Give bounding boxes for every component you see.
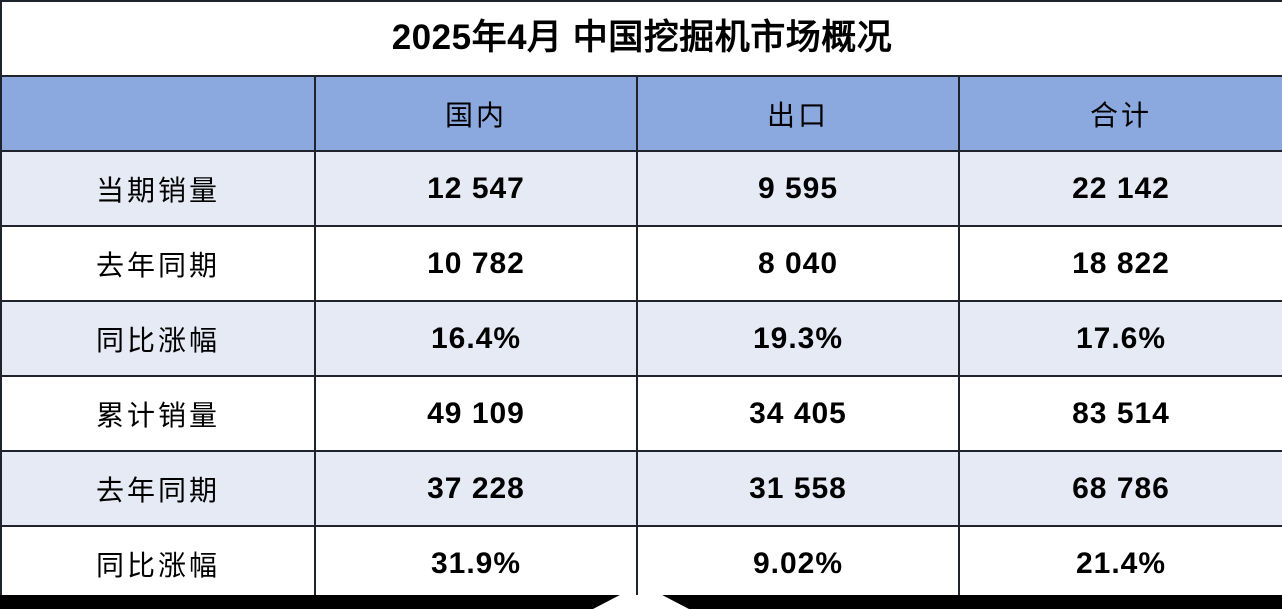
table-row: 同比涨幅 16.4% 19.3% 17.6%	[0, 300, 1282, 377]
cell-cumulative-sales-total: 83 514	[958, 375, 1282, 452]
cell-current-sales-export: 9 595	[636, 150, 960, 227]
cell-cumulative-last-year-total: 68 786	[958, 450, 1282, 527]
cell-current-sales-total: 22 142	[958, 150, 1282, 227]
column-header-domestic: 国内	[314, 75, 638, 152]
table-row: 同比涨幅 31.9% 9.02% 21.4%	[0, 525, 1282, 602]
row-label-yoy-growth: 同比涨幅	[0, 300, 316, 377]
column-header-export: 出口	[636, 75, 960, 152]
cell-cumulative-yoy-growth-export: 9.02%	[636, 525, 960, 602]
cell-cumulative-yoy-growth-total: 21.4%	[958, 525, 1282, 602]
cell-cumulative-sales-domestic: 49 109	[314, 375, 638, 452]
cell-cumulative-sales-export: 34 405	[636, 375, 960, 452]
cell-cumulative-last-year-export: 31 558	[636, 450, 960, 527]
row-label-cumulative-sales: 累计销量	[0, 375, 316, 452]
cell-last-year-total: 18 822	[958, 225, 1282, 302]
cell-last-year-domestic: 10 782	[314, 225, 638, 302]
cell-cumulative-yoy-growth-domestic: 31.9%	[314, 525, 638, 602]
table-row: 累计销量 49 109 34 405 83 514	[0, 375, 1282, 452]
table-row: 去年同期 37 228 31 558 68 786	[0, 450, 1282, 527]
row-label-cumulative-last-year: 去年同期	[0, 450, 316, 527]
cell-yoy-growth-total: 17.6%	[958, 300, 1282, 377]
table-row: 去年同期 10 782 8 040 18 822	[0, 225, 1282, 302]
row-label-current-sales: 当期销量	[0, 150, 316, 227]
cell-last-year-export: 8 040	[636, 225, 960, 302]
cell-yoy-growth-domestic: 16.4%	[314, 300, 638, 377]
table-row: 当期销量 12 547 9 595 22 142	[0, 150, 1282, 227]
table-header-row: 国内 出口 合计	[0, 75, 1282, 152]
column-header-total: 合计	[958, 75, 1282, 152]
cell-yoy-growth-export: 19.3%	[636, 300, 960, 377]
header-corner-cell	[0, 75, 316, 152]
page-title: 2025年4月 中国挖掘机市场概况	[0, 0, 1282, 77]
row-label-cumulative-yoy-growth: 同比涨幅	[0, 525, 316, 602]
table-title-row: 2025年4月 中国挖掘机市场概况	[0, 0, 1282, 77]
cell-cumulative-last-year-domestic: 37 228	[314, 450, 638, 527]
cell-current-sales-domestic: 12 547	[314, 150, 638, 227]
row-label-last-year-same-period: 去年同期	[0, 225, 316, 302]
bottom-notch	[593, 595, 689, 609]
